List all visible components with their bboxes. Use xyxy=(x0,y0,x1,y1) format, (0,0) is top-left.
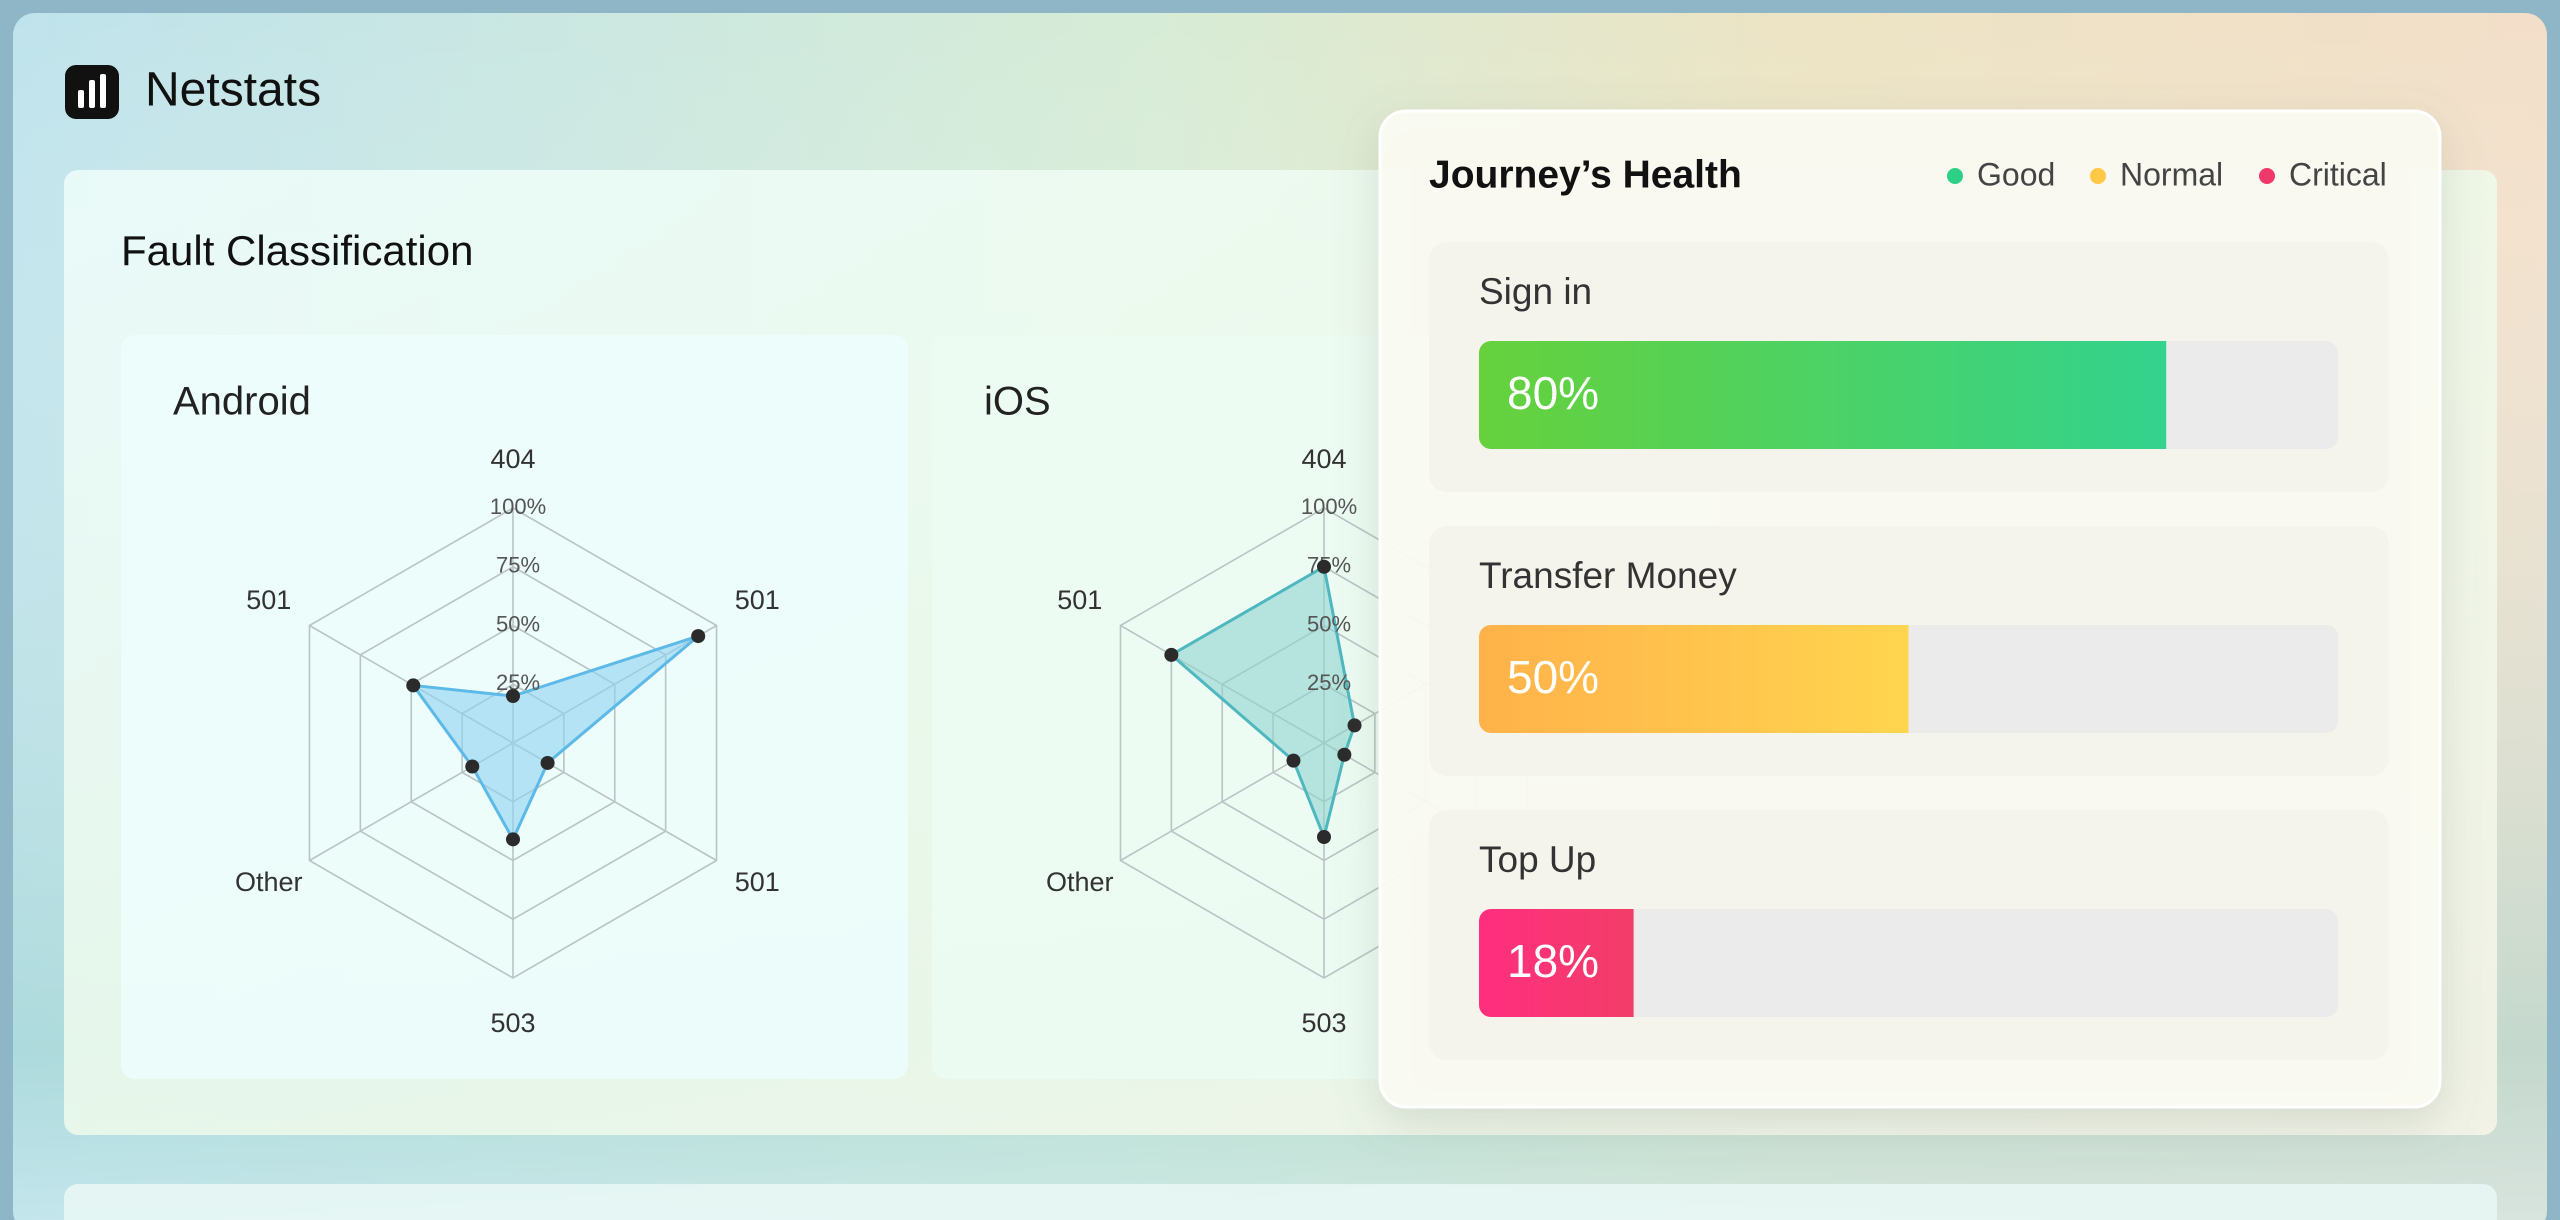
legend-label: Good xyxy=(1977,156,2055,192)
axis-label: 501 xyxy=(735,867,780,897)
logo-bar xyxy=(89,80,95,108)
journey-health-panel: Journey’s Health Good Normal Critical Sign … xyxy=(1378,109,2442,1109)
legend-dot xyxy=(2259,168,2275,184)
r-tick-label: 25% xyxy=(496,670,540,695)
r-tick-label: 100% xyxy=(1301,494,1357,519)
bar xyxy=(1479,341,2167,449)
bottom-panel xyxy=(64,1184,2497,1220)
item-label: Transfer Money xyxy=(1479,555,1737,596)
axis-label: Other xyxy=(235,867,303,897)
item-label: Top Up xyxy=(1479,839,1596,880)
bar-value-label: 50% xyxy=(1507,651,1599,703)
radar-point xyxy=(1317,830,1331,844)
radar-charts: Android 25% 50% 75% 100% 404 501 501 503 Other 501… xyxy=(173,380,1591,1039)
legend-label: Normal xyxy=(2120,156,2223,192)
r-tick-label: 25% xyxy=(1307,670,1351,695)
radar-point xyxy=(506,689,520,703)
r-tick-label: 75% xyxy=(496,553,540,578)
radar-point xyxy=(1164,647,1179,662)
health-title: Journey’s Health xyxy=(1429,153,1742,196)
item-label: Sign in xyxy=(1479,271,1592,312)
radar-point xyxy=(1286,753,1301,768)
radar-point xyxy=(1337,747,1352,762)
section-title: Fault Classification xyxy=(121,227,473,274)
axis-label: 503 xyxy=(490,1008,535,1038)
legend-dot xyxy=(2090,168,2106,184)
chart-title: iOS xyxy=(984,380,1051,424)
axis-label: 404 xyxy=(490,444,535,474)
r-tick-label: 100% xyxy=(490,494,546,519)
radar-point xyxy=(540,755,555,770)
radar-point xyxy=(1317,559,1331,574)
legend-dot xyxy=(1947,168,1963,184)
bar xyxy=(1479,625,1909,733)
bar xyxy=(1479,909,1634,1017)
legend-label: Critical xyxy=(2289,156,2387,192)
chart-title: Android xyxy=(173,380,311,424)
axis-label: 501 xyxy=(735,585,780,615)
radar-point xyxy=(506,832,520,847)
radar-point xyxy=(1347,718,1362,733)
axis-label: Other xyxy=(1046,867,1114,897)
radar-point xyxy=(406,678,421,693)
axis-label: 503 xyxy=(1301,1008,1346,1038)
axis-label: 404 xyxy=(1301,444,1346,474)
radar-point xyxy=(465,759,480,774)
radar-point xyxy=(691,629,706,644)
logo-bar xyxy=(100,74,106,108)
r-tick-label: 50% xyxy=(1307,611,1351,636)
bar-value-label: 80% xyxy=(1507,367,1599,419)
axis-label: 501 xyxy=(246,585,291,615)
app-title: Netstats xyxy=(145,64,321,117)
bar-track xyxy=(1479,909,2338,1017)
bar-value-label: 18% xyxy=(1507,935,1599,987)
r-tick-label: 50% xyxy=(496,611,540,636)
axis-label: 501 xyxy=(1057,585,1102,615)
logo-bar xyxy=(78,90,84,108)
